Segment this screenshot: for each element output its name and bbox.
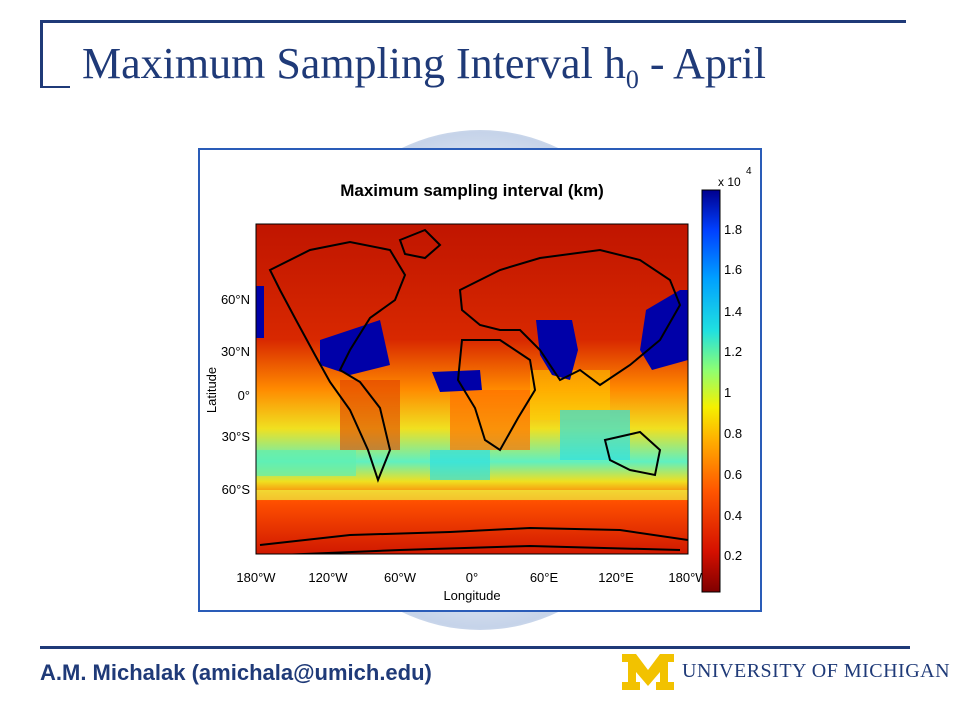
y-axis-label: Latitude [204,367,219,413]
colorbar-tick-label: 1.8 [724,222,742,237]
y-tick-label: 60°N [221,292,250,307]
coastlines [259,228,688,554]
slide-title-subscript: 0 [625,64,639,94]
figure-title: Maximum sampling interval (km) [340,181,604,200]
x-tick-label: 60°E [530,570,559,585]
map-field [256,224,688,554]
university-name: UNIVERSITY OF MICHIGAN [682,660,951,682]
slide-title-tail: - April [638,39,766,88]
y-tick-label: 0° [238,388,250,403]
author-credit: A.M. Michalak (amichala@umich.edu) [40,660,432,685]
left-rule-tick [40,86,70,88]
colorbar-tick-label: 0.4 [724,508,742,523]
colorbar-tick-label: 0.2 [724,548,742,563]
map-band [256,490,688,500]
colorbar-tick-label: 1.4 [724,304,742,319]
map-frame [255,223,689,555]
slide-title: Maximum Sampling Interval h0 - April [82,38,766,95]
map-blue-block [536,320,578,380]
x-tick-label: 180°W [668,570,708,585]
map-region [430,450,490,480]
x-tick-label: 0° [466,570,478,585]
colorbar-exponent: 4 [746,166,752,177]
colorbar-tick-label: 1.6 [724,262,742,277]
map-blue-block [320,320,390,375]
map-figure: Maximum sampling interval (km) [198,148,762,612]
map-blue-block [256,286,264,338]
x-axis-label: Longitude [443,588,500,603]
left-rule [40,20,43,88]
university-logo: UNIVERSITY OF MICHIGAN [622,654,950,694]
colorbar [701,189,721,593]
y-tick-label: 30°N [221,344,250,359]
map-plot: Maximum sampling interval (km) [204,166,752,603]
map-blue-block [432,370,482,392]
colorbar-tick-label: 1.2 [724,344,742,359]
colorbar-tick-label: 0.6 [724,467,742,482]
colorbar-multiplier: x 10 [718,175,741,189]
x-tick-label: 180°W [236,570,276,585]
y-tick-label: 30°S [222,429,251,444]
x-tick-label: 120°W [308,570,348,585]
map-region [340,380,400,450]
colorbar-tick-label: 0.8 [724,426,742,441]
block-m-icon [622,654,674,690]
x-tick-label: 60°W [384,570,417,585]
top-rule [40,20,906,23]
bottom-rule [40,646,910,649]
slide-title-main: Maximum Sampling Interval h [82,39,626,88]
colorbar-tick-label: 1 [724,385,731,400]
map-region [560,410,630,460]
y-tick-label: 60°S [222,482,251,497]
x-tick-label: 120°E [598,570,634,585]
map-region [256,450,356,476]
